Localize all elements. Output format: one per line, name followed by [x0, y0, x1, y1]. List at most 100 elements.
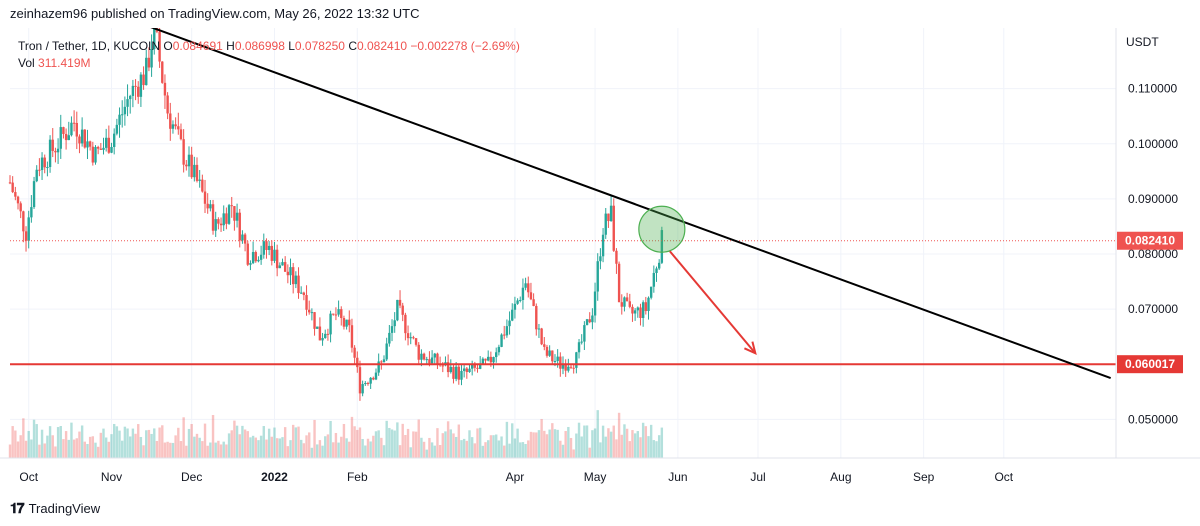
volume-bar: [35, 424, 38, 458]
volume-bar: [633, 433, 637, 458]
volume-bar: [446, 421, 450, 458]
volume-bar: [56, 427, 60, 458]
volume-bar: [313, 419, 316, 458]
volume-bar: [104, 437, 108, 458]
candle: [500, 333, 503, 348]
candle: [102, 137, 105, 155]
volume-bar: [334, 432, 338, 458]
candle: [406, 325, 410, 346]
volume-bar: [337, 442, 340, 458]
volume-bar: [409, 447, 412, 458]
candle: [334, 307, 338, 321]
candle: [91, 141, 95, 166]
candle: [139, 72, 143, 107]
candle: [519, 296, 522, 303]
volume-bar: [137, 424, 140, 458]
volume-bar: [163, 442, 167, 458]
svg-text:0.060017: 0.060017: [1125, 357, 1175, 371]
volume-bar: [567, 426, 570, 458]
volume-bar: [564, 431, 567, 458]
volume-bar: [187, 428, 191, 458]
candle: [30, 195, 33, 223]
x-tick-label: Jun: [668, 470, 687, 484]
candle: [615, 248, 618, 274]
candle: [409, 332, 412, 345]
volume-bar: [572, 449, 575, 458]
candle: [104, 128, 108, 152]
volume-bar: [209, 442, 212, 458]
volume-bar: [195, 433, 199, 458]
volume-bar: [473, 443, 477, 458]
volume-bar: [497, 440, 501, 458]
candle: [564, 359, 567, 377]
ohlc-open-label: O: [163, 39, 173, 53]
volume-label: Vol: [18, 56, 35, 70]
candle: [457, 364, 461, 385]
candle: [107, 125, 111, 154]
candle: [527, 276, 530, 298]
volume-bar: [516, 428, 519, 458]
candle: [372, 376, 375, 381]
candle: [660, 226, 664, 264]
candle: [649, 286, 653, 300]
candle: [641, 300, 645, 327]
volume-bar: [30, 439, 33, 458]
volume-bar: [219, 444, 223, 458]
volume-bar: [265, 439, 268, 458]
volume-bar: [593, 428, 597, 458]
volume-bar: [54, 446, 57, 458]
candle: [462, 364, 466, 378]
candle: [246, 240, 249, 267]
candle: [267, 241, 271, 256]
volume-bar: [489, 435, 493, 458]
volume-bar: [235, 425, 239, 458]
volume-bar: [283, 427, 287, 458]
candle: [454, 362, 458, 382]
candle: [366, 381, 370, 386]
volume-bar: [358, 427, 362, 458]
candle: [342, 315, 346, 330]
volume-bar: [118, 430, 121, 458]
candle: [492, 356, 495, 369]
grid-lines: [10, 28, 1116, 458]
candle: [313, 312, 316, 336]
volume-bar: [225, 444, 228, 458]
candle: [22, 210, 25, 243]
candle: [537, 323, 541, 339]
candle: [289, 258, 292, 285]
symbol-name[interactable]: Tron / Tether, 1D, KUCOIN: [18, 39, 161, 53]
candle: [233, 206, 236, 231]
volume-bar: [67, 439, 70, 458]
candle: [182, 129, 185, 173]
candle: [449, 359, 452, 374]
candle: [259, 245, 263, 265]
volume-bar: [553, 429, 557, 458]
volume-bar: [414, 431, 418, 458]
volume-bar: [72, 439, 76, 458]
candle: [364, 381, 367, 386]
volume-bar: [190, 423, 193, 458]
candle: [433, 352, 436, 365]
candle: [356, 351, 359, 373]
candle: [262, 233, 265, 259]
down-arrow: [669, 250, 757, 356]
candle: [299, 286, 303, 294]
candle: [193, 156, 196, 182]
price-chart[interactable]: 0.050000 0.070000 0.080000 0.090000 0.100000…: [0, 28, 1200, 495]
candle: [324, 329, 327, 339]
volume-bar: [505, 421, 509, 458]
brand-name: TradingView: [28, 501, 101, 516]
volume-bar: [86, 444, 89, 458]
candle: [115, 118, 119, 136]
y-tick-label: 0.070000: [1128, 302, 1178, 316]
ohlc-high-label: H: [226, 39, 235, 53]
footer-brand[interactable]: 𝟏𝟕 TradingView: [10, 500, 100, 517]
volume-bar: [59, 426, 62, 458]
candle: [209, 200, 212, 212]
candle: [217, 217, 220, 230]
candle: [569, 364, 573, 370]
volume-bar: [380, 437, 383, 458]
volume-bar: [291, 424, 295, 458]
candle: [72, 110, 76, 132]
candle: [185, 160, 188, 171]
